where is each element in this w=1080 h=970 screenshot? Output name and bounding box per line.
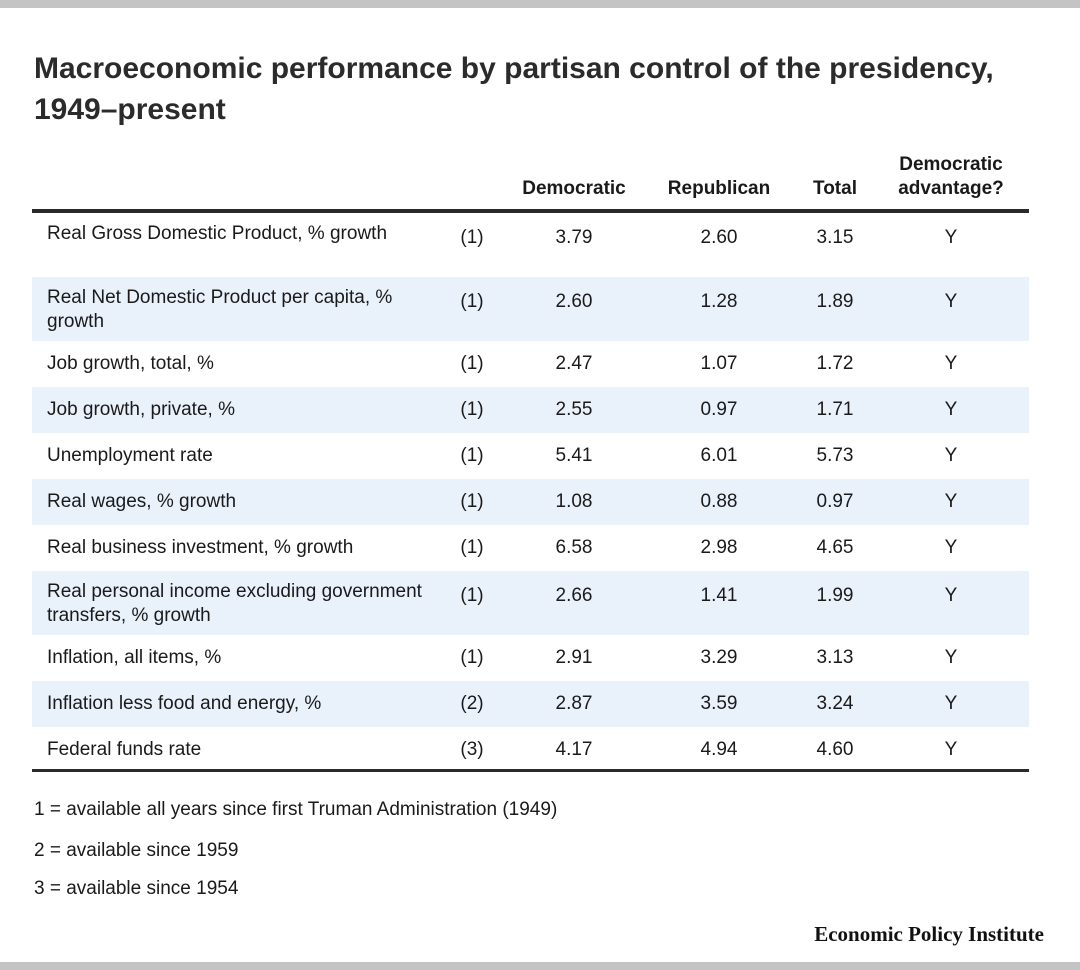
table-row: Real Net Domestic Product per capita, % … (32, 277, 1029, 341)
cell-republican: 2.98 (700, 537, 738, 558)
cell-democratic: 5.41 (555, 445, 593, 466)
column-header-democratic: Democratic (522, 178, 626, 199)
source-credit: Economic Policy Institute (814, 922, 1044, 946)
row-label: Federal funds rate (47, 739, 202, 760)
cell-democratic-advantage: Y (944, 445, 958, 466)
cell-total: 4.65 (816, 537, 854, 558)
cell-total: 3.24 (816, 693, 854, 714)
cell-democratic-advantage: Y (944, 739, 958, 760)
chart-title: Macroeconomic performance by partisan co… (34, 52, 994, 126)
row-label: Real Gross Domestic Product, % growth (47, 223, 388, 244)
table-row: Real wages, % growth (1) 1.08 0.88 0.97 Y (32, 479, 1029, 525)
row-label: Job growth, private, % (47, 399, 235, 420)
cell-democratic-advantage: Y (944, 227, 958, 248)
cell-democratic-advantage: Y (944, 585, 958, 606)
table-row: Unemployment rate (1) 5.41 6.01 5.73 Y (32, 433, 1029, 479)
footnote-3: 3 = available since 1954 (34, 878, 239, 899)
row-source-note: (1) (460, 227, 484, 248)
row-label: Unemployment rate (47, 445, 213, 466)
cell-democratic-advantage: Y (944, 491, 958, 512)
cell-republican: 1.07 (700, 353, 738, 374)
cell-republican: 6.01 (700, 445, 738, 466)
row-source-note: (1) (460, 445, 484, 466)
footnote-2: 2 = available since 1959 (34, 840, 239, 861)
cell-democratic-advantage: Y (944, 647, 958, 668)
cell-republican: 0.88 (700, 491, 738, 512)
row-label: Inflation, all items, % (47, 647, 222, 668)
cell-democratic: 1.08 (555, 491, 593, 512)
cell-democratic-advantage: Y (944, 693, 958, 714)
row-label: Job growth, total, % (47, 353, 214, 374)
cell-democratic-advantage: Y (944, 353, 958, 374)
table-top-rule (32, 209, 1029, 213)
cell-total: 5.73 (816, 445, 854, 466)
cell-democratic: 2.60 (555, 291, 593, 312)
table-row: Job growth, private, % (1) 2.55 0.97 1.71 Y (32, 387, 1029, 433)
cell-republican: 1.28 (700, 291, 738, 312)
row-label: Real wages, % growth (47, 491, 237, 512)
table-row: Real business investment, % growth (1) 6.5… (32, 525, 1029, 571)
table-bottom-rule (32, 769, 1029, 772)
column-header-total: Total (813, 178, 857, 199)
row-source-note: (1) (460, 647, 484, 668)
row-source-note: (1) (460, 491, 484, 512)
bottom-frame-bar (0, 962, 1080, 970)
row-source-note: (1) (460, 537, 484, 558)
cell-total: 3.15 (816, 227, 854, 248)
table-row: Federal funds rate (3) 4.17 4.94 4.60 Y (32, 727, 1029, 773)
cell-democratic-advantage: Y (944, 537, 958, 558)
row-label: Real Net Domestic Product per capita, % … (47, 287, 393, 332)
table-row: Real Gross Domestic Product, % growth (1)… (32, 213, 1029, 277)
cell-republican: 0.97 (700, 399, 738, 420)
row-label: Real personal income excluding governmen… (47, 581, 422, 626)
cell-republican: 3.59 (700, 693, 738, 714)
cell-democratic: 2.87 (555, 693, 593, 714)
table-row: Job growth, total, % (1) 2.47 1.07 1.72 Y (32, 341, 1029, 387)
column-header-republican: Republican (667, 178, 771, 199)
cell-total: 3.13 (816, 647, 854, 668)
cell-republican: 2.60 (700, 227, 738, 248)
cell-total: 1.99 (816, 585, 854, 606)
cell-democratic: 2.47 (555, 353, 593, 374)
row-source-note: (1) (460, 291, 484, 312)
cell-democratic: 6.58 (555, 537, 593, 558)
cell-democratic: 4.17 (555, 739, 593, 760)
column-header-democratic-advantage: Democratic advantage? (898, 154, 1004, 199)
cell-total: 1.71 (816, 399, 854, 420)
data-table-body: Real Gross Domestic Product, % growth (1)… (32, 213, 1029, 773)
table-row: Real personal income excluding governmen… (32, 571, 1029, 635)
cell-democratic: 2.66 (555, 585, 593, 606)
cell-democratic-advantage: Y (944, 399, 958, 420)
footnote-1: 1 = available all years since first Trum… (34, 799, 558, 820)
cell-total: 1.72 (816, 353, 854, 374)
table-row: Inflation, all items, % (1) 2.91 3.29 3.13 Y (32, 635, 1029, 681)
cell-democratic: 2.55 (555, 399, 593, 420)
cell-republican: 4.94 (700, 739, 738, 760)
row-source-note: (1) (460, 585, 484, 606)
top-frame-bar (0, 0, 1080, 8)
cell-republican: 3.29 (700, 647, 738, 668)
cell-total: 1.89 (816, 291, 854, 312)
table-row: Inflation less food and energy, % (2) 2.87… (32, 681, 1029, 727)
cell-republican: 1.41 (700, 585, 738, 606)
row-label: Inflation less food and energy, % (47, 693, 322, 714)
cell-democratic: 2.91 (555, 647, 593, 668)
row-source-note: (3) (460, 739, 484, 760)
cell-total: 4.60 (816, 739, 854, 760)
cell-democratic: 3.79 (555, 227, 593, 248)
row-label: Real business investment, % growth (47, 537, 354, 558)
cell-total: 0.97 (816, 491, 854, 512)
row-source-note: (1) (460, 399, 484, 420)
cell-democratic-advantage: Y (944, 291, 958, 312)
row-source-note: (2) (460, 693, 484, 714)
row-source-note: (1) (460, 353, 484, 374)
